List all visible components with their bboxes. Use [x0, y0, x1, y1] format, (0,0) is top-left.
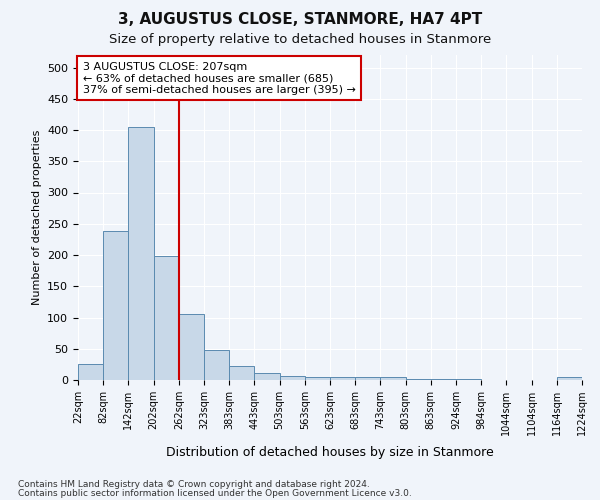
Bar: [557, 377, 582, 380]
Bar: [355, 377, 380, 380]
Bar: [380, 377, 406, 380]
Bar: [305, 377, 330, 380]
X-axis label: Distribution of detached houses by size in Stanmore: Distribution of detached houses by size …: [166, 446, 494, 460]
Text: 3, AUGUSTUS CLOSE, STANMORE, HA7 4PT: 3, AUGUSTUS CLOSE, STANMORE, HA7 4PT: [118, 12, 482, 28]
Bar: [406, 379, 431, 380]
Bar: [103, 231, 128, 380]
Text: Size of property relative to detached houses in Stanmore: Size of property relative to detached ho…: [109, 32, 491, 46]
Bar: [128, 127, 154, 380]
Bar: [154, 256, 179, 380]
Bar: [179, 314, 204, 380]
Text: 3 AUGUSTUS CLOSE: 207sqm
← 63% of detached houses are smaller (685)
37% of semi-: 3 AUGUSTUS CLOSE: 207sqm ← 63% of detach…: [83, 62, 356, 94]
Bar: [330, 377, 355, 380]
Bar: [204, 350, 229, 380]
Bar: [280, 376, 305, 380]
Bar: [431, 379, 456, 380]
Y-axis label: Number of detached properties: Number of detached properties: [32, 130, 41, 305]
Text: Contains HM Land Registry data © Crown copyright and database right 2024.: Contains HM Land Registry data © Crown c…: [18, 480, 370, 489]
Bar: [78, 364, 103, 380]
Bar: [456, 379, 481, 380]
Text: Contains public sector information licensed under the Open Government Licence v3: Contains public sector information licen…: [18, 488, 412, 498]
Bar: [254, 372, 280, 380]
Bar: [229, 366, 254, 380]
